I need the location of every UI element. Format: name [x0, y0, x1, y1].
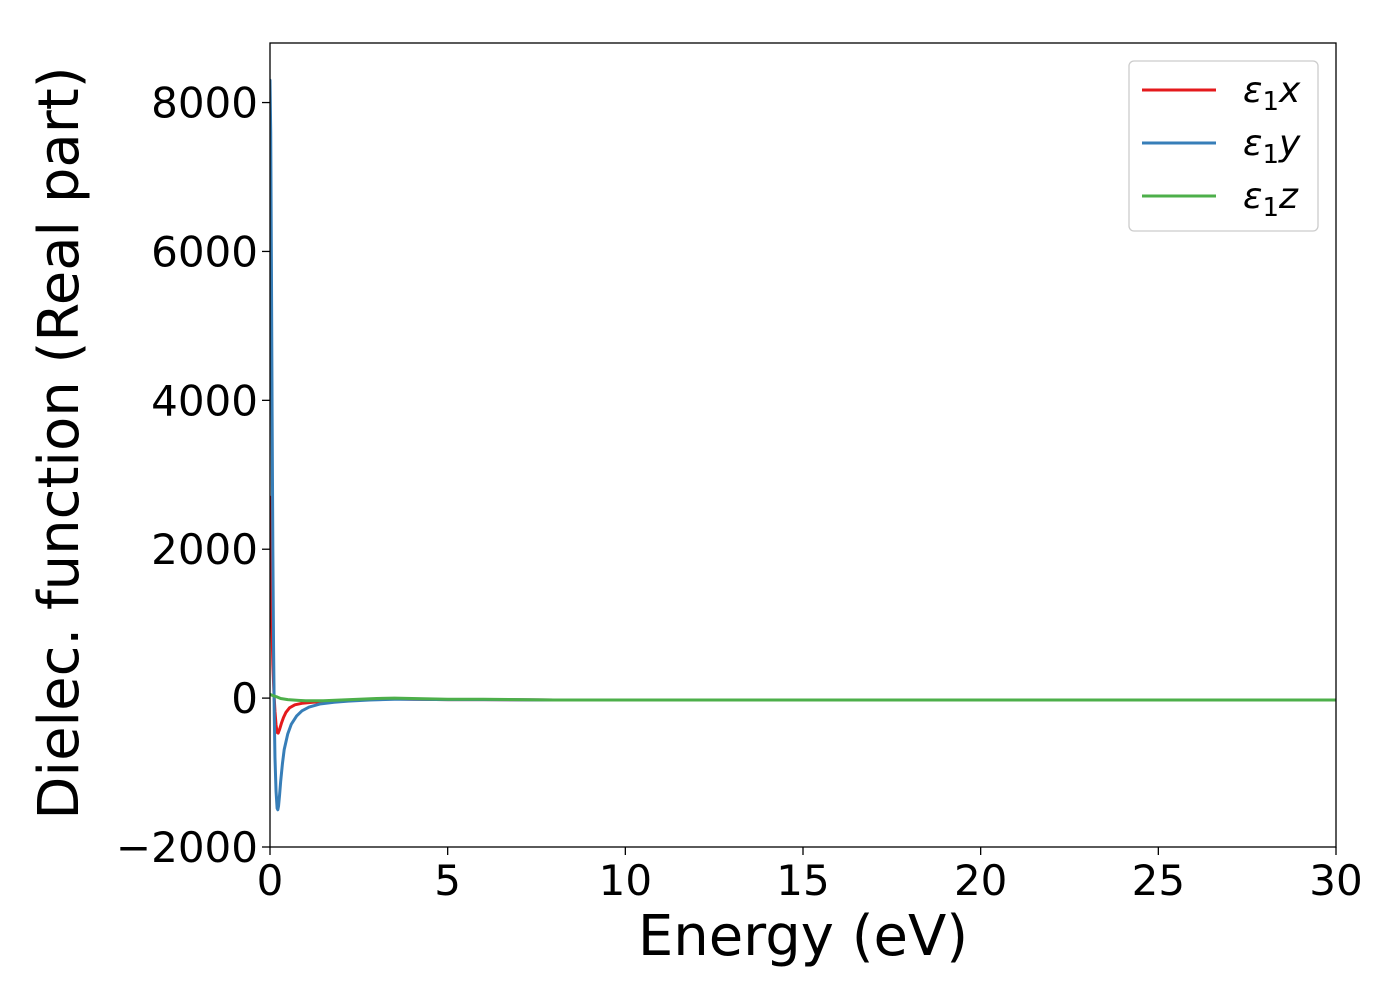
x-tick-label: 0 [257, 856, 284, 905]
x-tick-label: 20 [954, 856, 1007, 905]
x-tick-label: 25 [1132, 856, 1185, 905]
x-axis: 0 5 10 15 20 25 30 [257, 847, 1363, 905]
y-axis: −2000 0 2000 4000 6000 8000 [116, 79, 270, 872]
series-line-z [270, 692, 1336, 703]
x-tick-label: 10 [599, 856, 652, 905]
x-tick-label: 5 [434, 856, 461, 905]
y-axis-title: Dielec. function (Real part) [27, 66, 92, 819]
x-axis-title: Energy (eV) [638, 904, 968, 969]
y-tick-label: 8000 [151, 79, 258, 128]
y-tick-label: 2000 [151, 525, 258, 574]
y-tick-label: 0 [231, 674, 258, 723]
legend-frame [1128, 60, 1319, 232]
series-layer [270, 78, 1336, 812]
y-tick-label: 6000 [151, 227, 258, 276]
legend-entry-x: ε1x [1243, 70, 1301, 117]
x-tick-label: 30 [1309, 856, 1362, 905]
y-tick-label: 4000 [151, 376, 258, 425]
y-tick-label: −2000 [116, 823, 258, 872]
x-tick-label: 15 [776, 856, 829, 905]
